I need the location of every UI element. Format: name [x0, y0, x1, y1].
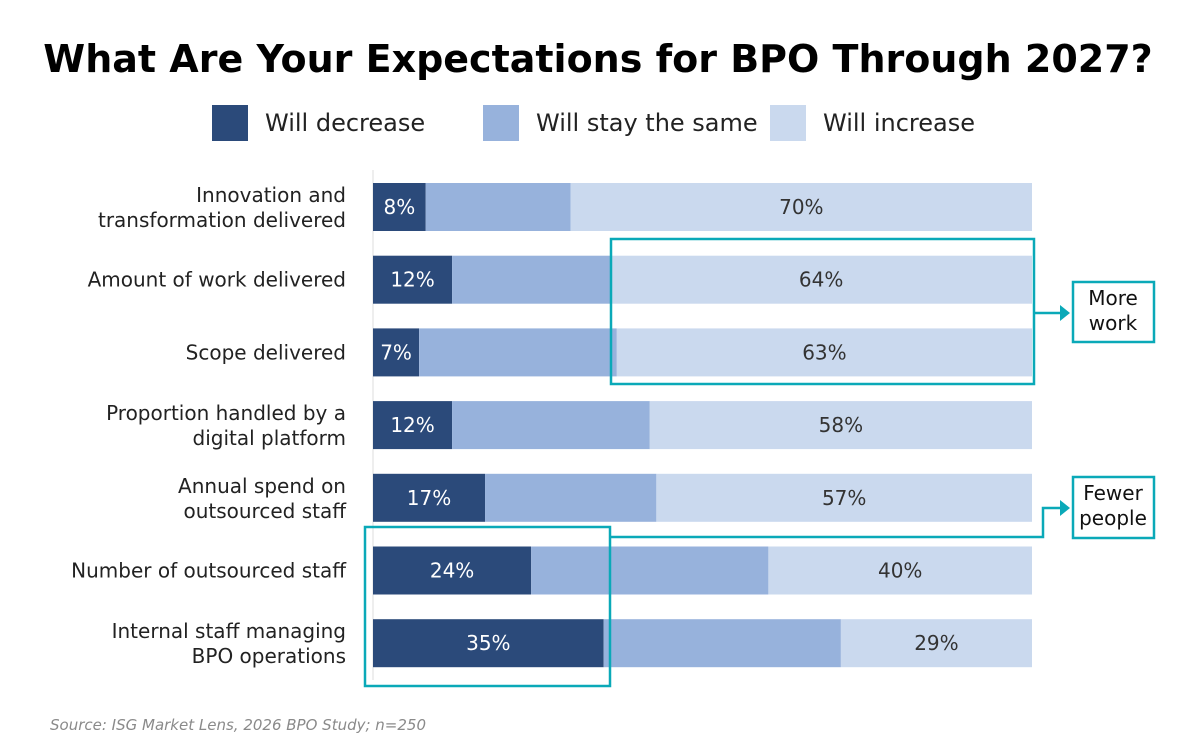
category-label: digital platform: [193, 426, 347, 450]
callout-label: More: [1088, 286, 1138, 310]
data-label: 29%: [914, 631, 958, 655]
category-label: Internal staff managing: [112, 619, 346, 643]
bar-segment: [485, 473, 657, 522]
legend: Will decrease Will stay the same Will incr…: [212, 105, 975, 141]
bar-segment: [373, 473, 486, 522]
category-label: BPO operations: [192, 644, 346, 668]
category-label: Number of outsourced staff: [71, 559, 347, 583]
callout-label: Fewer: [1083, 481, 1143, 505]
data-label: 63%: [802, 340, 846, 364]
category-label: outsourced staff: [183, 499, 347, 523]
bar-segment: [373, 619, 604, 668]
legend-swatch: [770, 105, 806, 141]
highlight-box-more-work: [609, 237, 1036, 386]
bar-segment: [419, 328, 617, 377]
bar-segment: [768, 546, 1032, 595]
data-label: 57%: [822, 486, 866, 510]
highlight-box-fewer-people: [363, 525, 612, 688]
data-label: 7%: [380, 340, 412, 364]
source-note: Source: ISG Market Lens, 2026 BPO Study;…: [50, 716, 426, 734]
bar-segment: [452, 401, 650, 450]
bar-segment: [570, 183, 1032, 231]
bar-segment: [373, 328, 420, 377]
legend-label: Will stay the same: [536, 109, 758, 137]
data-label: 58%: [819, 413, 863, 437]
category-label: transformation delivered: [98, 208, 346, 232]
bar-segment: [373, 401, 453, 450]
data-label: 40%: [878, 559, 922, 583]
callout-label: people: [1079, 506, 1147, 530]
callout-box-more-work: [1071, 280, 1156, 344]
arrow-head-icon: [1060, 500, 1070, 516]
category-label: Scope delivered: [186, 340, 346, 364]
bar-segment: [649, 401, 1032, 450]
data-label: 12%: [390, 413, 434, 437]
category-label: Innovation and: [196, 183, 346, 207]
callout-label: work: [1089, 311, 1138, 335]
legend-label: Will decrease: [265, 109, 425, 137]
data-label: 24%: [430, 559, 474, 583]
data-label: 70%: [779, 195, 823, 219]
bar-segment: [603, 619, 841, 668]
bar-segment: [656, 473, 1032, 522]
legend-swatch: [212, 105, 248, 141]
data-label: 8%: [383, 195, 415, 219]
legend-swatch: [483, 105, 519, 141]
data-label: 35%: [466, 631, 510, 655]
arrow-line: [610, 506, 1062, 539]
bar-segment: [425, 183, 571, 231]
category-label: Amount of work delivered: [88, 268, 346, 292]
bar-segment: [373, 183, 426, 231]
arrow-head-icon: [1060, 305, 1070, 321]
legend-label: Will increase: [823, 109, 975, 137]
bar-segment: [373, 255, 453, 304]
data-label: 64%: [799, 268, 843, 292]
bar-segment: [531, 546, 769, 595]
bar-segment: [610, 255, 1032, 304]
data-label: 12%: [390, 268, 434, 292]
category-label: Proportion handled by a: [106, 401, 346, 425]
callout-box-fewer-people: [1071, 475, 1156, 540]
bar-segment: [616, 328, 1032, 377]
data-label: 17%: [407, 486, 451, 510]
bar-segment: [373, 546, 532, 595]
bar-segment: [840, 619, 1032, 668]
bars: 8% 70% 12% 64% 7% 63% 12% 58% 17% 57% 24% 40% 35% 29%: [373, 183, 1032, 668]
chart-title: What Are Your Expectations for BPO Throu…: [43, 37, 1152, 81]
category-label: Annual spend on: [178, 474, 346, 498]
bar-segment: [452, 255, 611, 304]
